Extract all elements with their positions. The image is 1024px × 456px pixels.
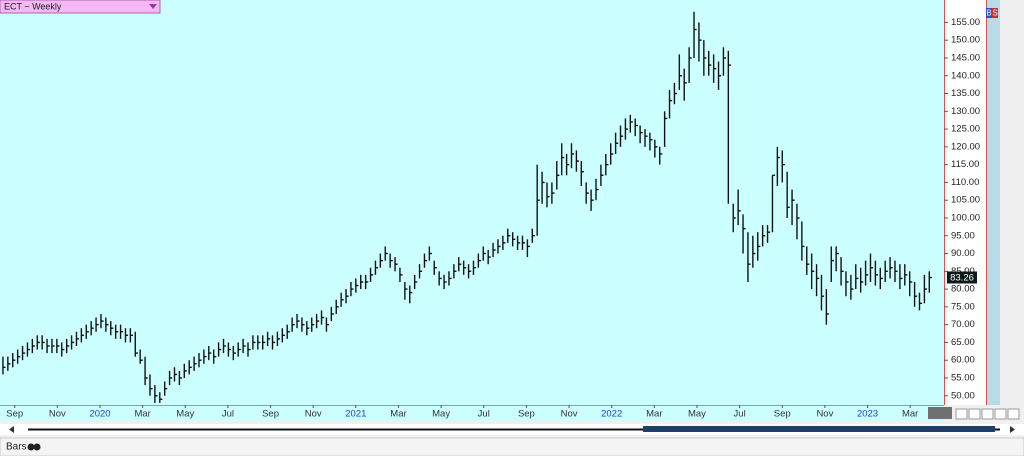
scroll-left[interactable]: [9, 426, 14, 433]
plot-area: [0, 0, 944, 405]
y-tick-label: 145.00: [951, 52, 980, 63]
sell-button-label[interactable]: S: [992, 9, 997, 18]
x-tick-label: Nov: [816, 409, 833, 420]
y-tick-label: 50.00: [951, 390, 975, 401]
y-tick-label: 115.00: [951, 159, 979, 170]
x-tick-label: Sep: [6, 409, 23, 420]
x-tick-label: Mar: [902, 409, 918, 420]
x-tick-label: Sep: [518, 409, 535, 420]
tool-button[interactable]: [968, 408, 981, 420]
last-price-box: [947, 271, 977, 284]
x-tick-label: Jul: [222, 409, 234, 420]
y-tick-label: 140.00: [951, 70, 980, 81]
x-tick-label: 2022: [601, 409, 622, 420]
bottom-bar: [0, 437, 1024, 456]
x-tick-label: Nov: [561, 409, 578, 420]
chart-layer: 50.00 55.00 60.00 65.00 70.00 75.00 80.00 85.00…: [2, 11, 980, 420]
y-tick-label: 130.00: [951, 106, 980, 117]
toolbar-buttons: [955, 408, 1020, 420]
x-tick-label: Jul: [734, 409, 746, 420]
y-tick-label: 80.00: [951, 284, 975, 295]
scroll-right[interactable]: [1010, 426, 1015, 433]
buy-button[interactable]: [986, 8, 992, 18]
symbol-box[interactable]: [0, 0, 161, 14]
x-tick-label: May: [176, 409, 194, 420]
y-tick-label: 70.00: [951, 319, 975, 330]
tool-button[interactable]: [955, 408, 968, 420]
x-tick-label: Nov: [305, 409, 322, 420]
buy-button-label[interactable]: B: [986, 9, 991, 18]
sell-button[interactable]: [992, 8, 998, 18]
x-tick-label: May: [688, 409, 706, 420]
y-tick-label: 135.00: [951, 88, 980, 99]
x-tick-label: Sep: [262, 409, 279, 420]
y-tick-label: 90.00: [951, 248, 975, 259]
x-tick-label: Jul: [478, 409, 490, 420]
y-tick-label: 105.00: [951, 195, 980, 206]
y-tick-label: 75.00: [951, 301, 975, 312]
y-tick-label: 110.00: [951, 177, 979, 188]
x-tick-label: Sep: [774, 409, 791, 420]
style-icon[interactable]: [33, 443, 41, 451]
x-tick-label: 2020: [89, 409, 110, 420]
chart-style-label[interactable]: Bars: [6, 442, 27, 453]
x-tick-label: Mar: [390, 409, 406, 420]
corner-box: [928, 407, 952, 419]
side-strip: [986, 0, 1000, 405]
y-tick-label: 125.00: [951, 124, 980, 135]
y-tick-label: 155.00: [951, 17, 980, 28]
x-tick-label: Mar: [134, 409, 150, 420]
x-tick-label: Nov: [49, 409, 66, 420]
y-tick-label: 85.00: [951, 266, 975, 277]
y-tick-label: 100.00: [951, 212, 980, 223]
y-tick-label: 150.00: [951, 35, 980, 46]
dropdown-arrow[interactable]: [149, 4, 157, 9]
x-tick-label: May: [432, 409, 450, 420]
tool-button[interactable]: [1007, 408, 1020, 420]
tool-button[interactable]: [981, 408, 994, 420]
y-tick-label: 95.00: [951, 230, 975, 241]
chart-title: ECT ~ Weekly: [4, 1, 62, 11]
y-tick-label: 55.00: [951, 372, 975, 383]
last-price-label: 83.26: [950, 273, 974, 284]
y-axis-panel: [944, 0, 986, 405]
style-icon[interactable]: [27, 443, 35, 451]
x-axis-area: [0, 405, 944, 421]
y-tick-label: 120.00: [951, 141, 980, 152]
y-tick-label: 60.00: [951, 355, 975, 366]
tool-button[interactable]: [994, 408, 1007, 420]
x-tick-label: Mar: [646, 409, 662, 420]
scroll-thumb[interactable]: [643, 426, 995, 432]
x-tick-label: 2023: [857, 409, 878, 420]
y-tick-label: 65.00: [951, 337, 975, 348]
x-tick-label: 2021: [345, 409, 366, 420]
